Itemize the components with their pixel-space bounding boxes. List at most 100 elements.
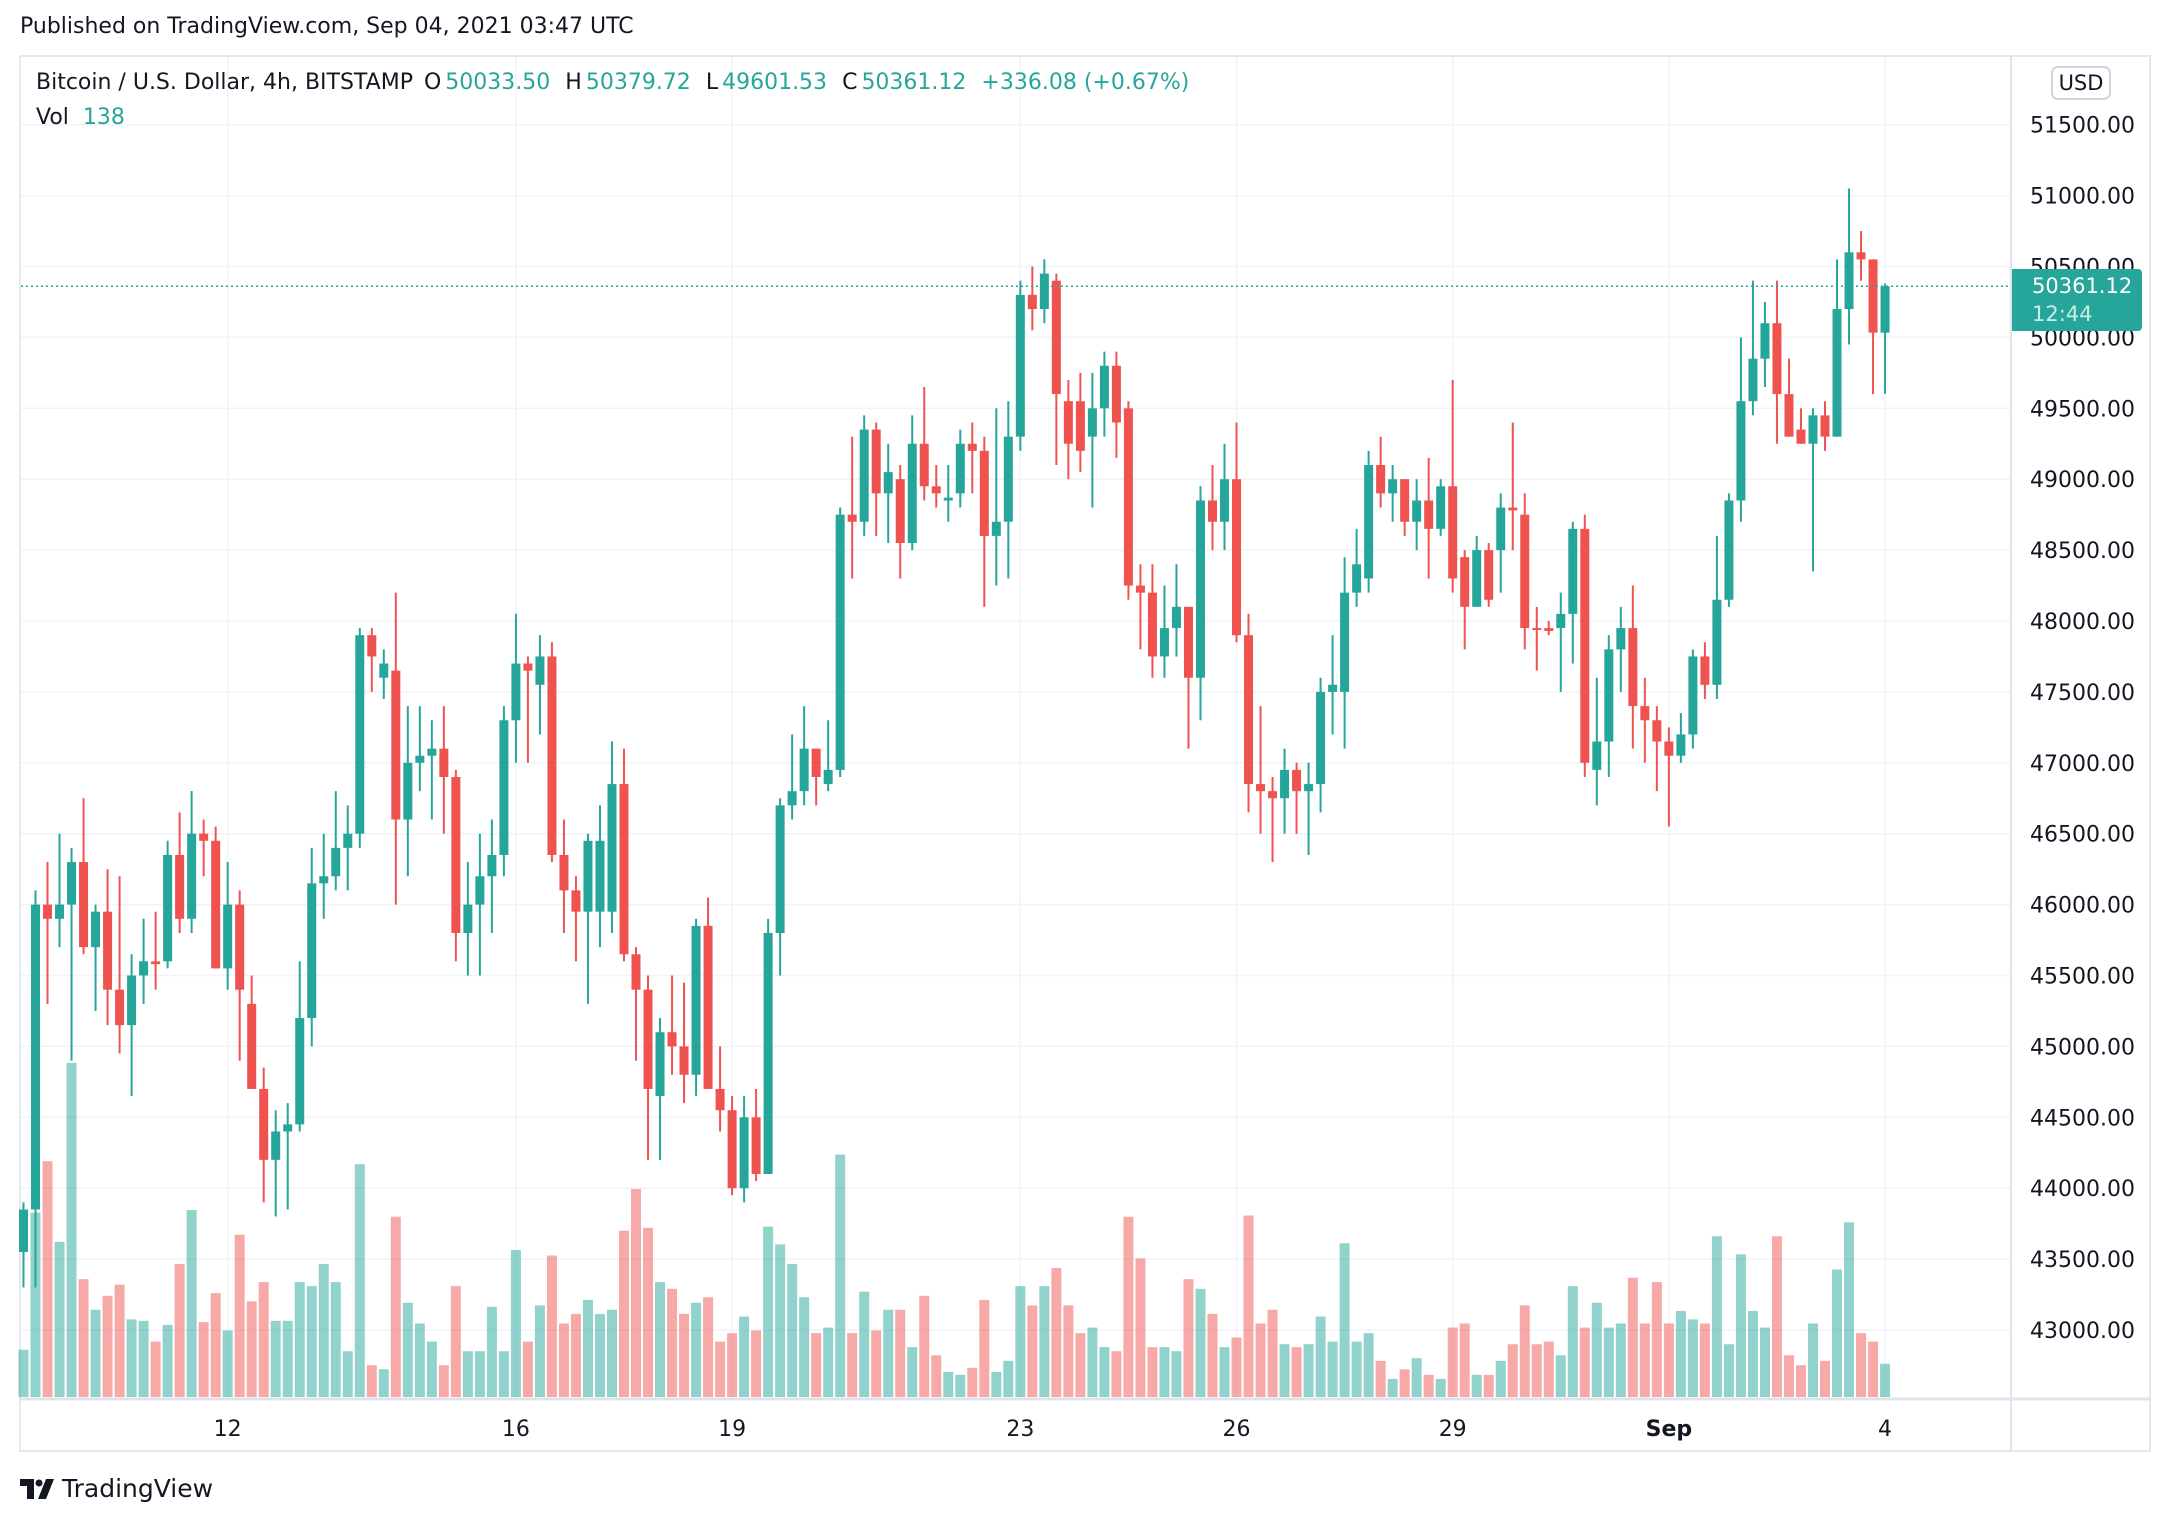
candle-body [1808,415,1818,444]
volume-bar [1327,1341,1338,1397]
candle-body [511,663,521,721]
price-tick-label: 49000.00 [2030,468,2135,493]
candle-body [991,521,1001,536]
logo-text: TradingView [62,1474,214,1503]
close-value: C 50361.12 [842,70,970,95]
candle [1856,231,1866,281]
candle-body [127,975,137,1026]
candle [619,748,629,962]
last-price-tag: 50361.12 12:44 [2012,269,2142,331]
volume-bar [919,1295,930,1397]
price-tick-label: 43500.00 [2030,1248,2135,1273]
volume-bar [871,1330,882,1397]
candle [1448,379,1458,593]
price-tick-label: 46000.00 [2030,894,2135,919]
candle [715,1046,725,1132]
candle [1496,493,1506,593]
candle [799,706,809,806]
candle [1808,408,1818,572]
candle-body [439,748,449,777]
candle-body [643,989,653,1089]
candle [367,628,377,692]
candle [1027,266,1037,331]
candle-body [1712,599,1722,685]
candle [31,890,41,1288]
candle [1328,635,1338,735]
candle [1183,606,1193,749]
candle [379,649,389,699]
volume-bar [1315,1316,1326,1397]
volume-bar [775,1244,786,1397]
volume-bar [534,1305,545,1397]
candle-body [1280,769,1290,799]
price-tick-label: 43000.00 [2030,1319,2135,1344]
volume-bar [751,1330,762,1397]
price-tick-label: 47000.00 [2030,752,2135,777]
volume-bar [546,1255,557,1397]
volume-bar [679,1313,690,1397]
candle-body [1159,628,1169,657]
candle [1268,776,1278,863]
candle-body [1760,323,1770,359]
price-tick-label: 47500.00 [2030,681,2135,706]
volume-bar [1423,1374,1434,1397]
candle [1748,280,1758,416]
currency-button[interactable]: USD [2051,66,2111,100]
volume-bar [1627,1277,1638,1397]
candle-body [1508,507,1518,511]
candle-body [823,769,833,785]
candle [403,706,413,877]
candle [1556,592,1566,692]
volume-label[interactable]: Vol [36,105,69,130]
candle-body [391,670,401,820]
candle [439,706,449,834]
volume-bar [366,1365,377,1397]
candle-body [571,890,581,912]
candle [919,387,929,501]
candle-body [1700,656,1710,685]
candle-body [1556,613,1566,629]
candle [1880,283,1890,394]
candle-body [1400,479,1410,522]
time-tick-label: 29 [1439,1417,1467,1442]
symbol-title[interactable]: Bitcoin / U.S. Dollar, 4h, BITSTAMP [36,70,413,95]
price-tick-label: 45500.00 [2030,965,2135,990]
candle [355,628,365,848]
candle [235,890,245,1061]
candle-body [775,805,785,933]
candle-body [331,847,341,877]
candle [391,592,401,905]
volume-bar [739,1316,750,1397]
candle [1868,259,1878,395]
candle [859,415,869,536]
candle-body [1652,720,1662,742]
candle-body [535,656,545,685]
candle-body [1616,628,1626,650]
volume-bar [1159,1347,1170,1397]
candle [127,954,137,1097]
candle [415,706,425,792]
candle-body [1412,500,1422,522]
candle-body [523,663,533,671]
volume-bar [1375,1360,1386,1397]
candle-body [307,883,317,1019]
candle-body [1075,401,1085,451]
candle-body [1640,706,1650,721]
candle [727,1096,737,1196]
volume-bar [1567,1286,1578,1397]
candle [1844,188,1854,345]
candle [343,805,353,891]
candle [475,833,485,976]
candle-body [1220,479,1229,522]
candle-body [211,840,221,969]
candle-body [235,904,245,990]
last-price-value: 50361.12 [2032,274,2133,298]
volume-bar [1003,1360,1014,1397]
candle [703,897,713,1089]
candle-body [895,479,905,544]
tradingview-logo[interactable]: TradingView [20,1474,213,1503]
candle-body [1388,479,1398,494]
candle-body [1207,500,1217,522]
candle-body [679,1046,689,1075]
